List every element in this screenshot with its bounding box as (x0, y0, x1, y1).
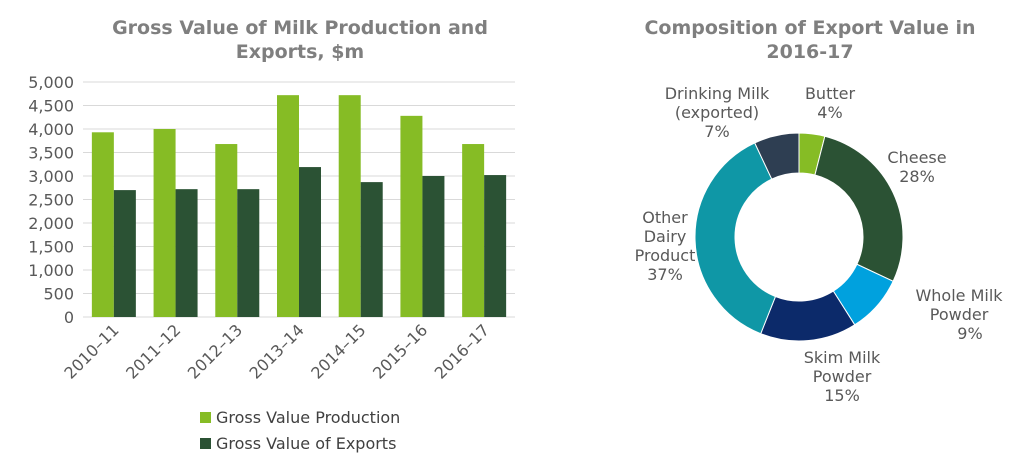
slice-cheese (814, 135, 904, 282)
y-tick-label: 3,500 (28, 144, 74, 163)
y-tick-label: 4,500 (28, 97, 74, 116)
legend-item-production: Gross Value Production (200, 408, 400, 427)
bar-production (400, 115, 423, 317)
slice-label-whole-milk-powder: Whole Milk Powder 9% (895, 286, 1005, 343)
bar-production (153, 129, 176, 317)
legend-label: Gross Value Production (216, 408, 401, 427)
slice-label-skim-milk-powder: Skim Milk Powder 15% (792, 348, 892, 405)
donut-chart-title: Composition of Export Value in 2016-17 (644, 17, 976, 63)
slice-label-other-dairy: Other Dairy Product 37% (626, 208, 704, 284)
y-tick-label: 1,000 (28, 261, 74, 280)
slice-value: 7% (704, 122, 730, 141)
bar-exports (484, 175, 507, 317)
slice-name: Cheese (887, 148, 947, 167)
slice-value: 9% (957, 324, 983, 343)
slice-label-drinking-milk: Drinking Milk (exported) 7% (652, 84, 782, 141)
y-tick-label: 500 (43, 285, 74, 304)
slice-value: 4% (817, 103, 843, 122)
slice-other-dairy-product (694, 142, 777, 335)
y-tick-label: 5,000 (28, 73, 74, 92)
bar-exports (422, 176, 445, 317)
slice-label-butter: Butter 4% (790, 84, 870, 122)
slice-drinking-milk-exported (754, 132, 800, 180)
slice-value: 28% (899, 167, 935, 186)
bar-production (462, 144, 485, 317)
bar-production (338, 95, 361, 317)
bar-exports (299, 167, 321, 317)
bar-production (215, 144, 238, 317)
y-tick-label: 3,000 (28, 167, 74, 186)
slice-label-cheese: Cheese 28% (872, 148, 962, 186)
slice-name: Whole Milk Powder (915, 286, 1003, 324)
legend-swatch (200, 412, 211, 423)
bar-chart-title: Gross Value of Milk Production and Export… (112, 17, 488, 63)
bar-production (277, 95, 299, 317)
legend-item-exports: Gross Value of Exports (200, 434, 396, 453)
slice-value: 15% (824, 386, 860, 405)
slice-name: Other Dairy Product (634, 208, 696, 265)
slice-name: Butter (804, 84, 856, 103)
legend-swatch (200, 438, 211, 449)
y-tick-label: 1,500 (28, 238, 74, 257)
bar-production (91, 132, 114, 317)
y-tick-label: 2,000 (28, 214, 74, 233)
bar-exports (360, 182, 383, 317)
bar-chart: 0 500 1,000 1,500 2,000 2,500 3,000 3,500 4,000 4… (28, 73, 515, 383)
bar-exports (237, 189, 260, 317)
slice-value: 37% (647, 265, 683, 284)
y-tick-label: 4,000 (28, 120, 74, 139)
legend-label: Gross Value of Exports (216, 434, 397, 453)
bar-exports (175, 189, 198, 317)
bar-exports (113, 190, 136, 317)
y-tick-label: 0 (64, 308, 74, 327)
slice-name: Skim Milk Powder (803, 348, 881, 386)
slice-name: Drinking Milk (exported) (664, 84, 770, 122)
y-tick-label: 2,500 (28, 191, 74, 210)
